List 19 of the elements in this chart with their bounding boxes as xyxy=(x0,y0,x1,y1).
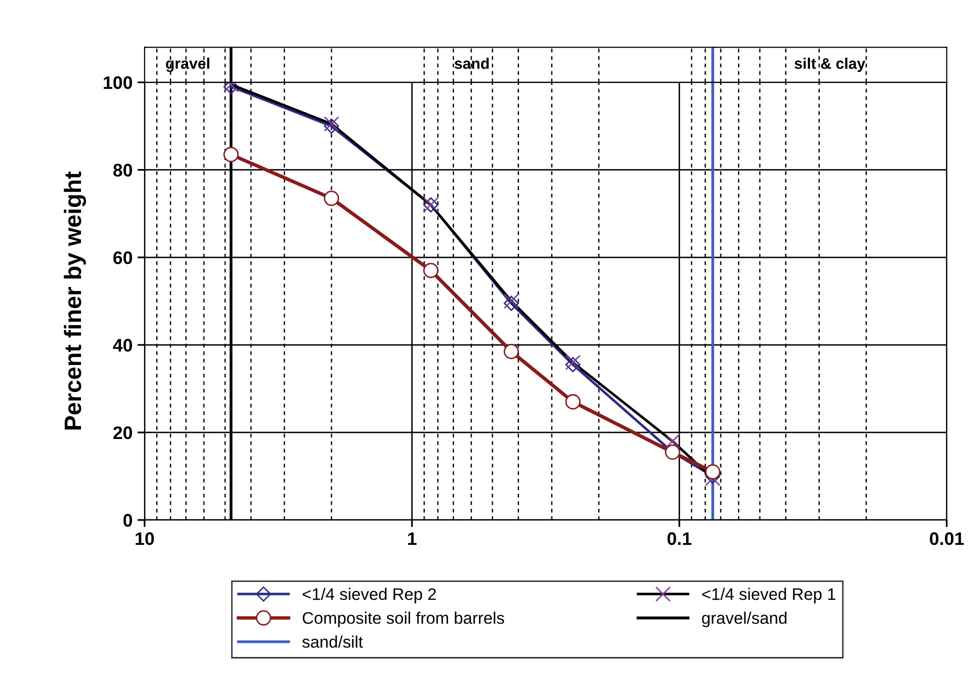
y-tick-label: 0 xyxy=(123,514,132,527)
y-tick-label: 80 xyxy=(113,164,132,177)
legend-label: sand/silt xyxy=(302,636,363,648)
y-tick-label: 20 xyxy=(113,426,132,440)
y-axis-title: Percent finer by weight xyxy=(64,172,86,430)
text: sand xyxy=(454,58,489,69)
y-tick-label: 60 xyxy=(113,251,132,264)
x-tick-label: 10 xyxy=(136,532,154,546)
y-tick-label: 40 xyxy=(112,338,132,352)
x-tick-label: 0.1 xyxy=(668,532,692,546)
legend-label: Composite soil from barrels xyxy=(302,612,504,628)
text: silt & clay xyxy=(794,58,866,72)
legend-label: <1/4 sieved Rep 2 xyxy=(302,588,436,604)
y-tick-label: 100 xyxy=(104,76,132,90)
legend-label: gravel/sand xyxy=(702,612,786,628)
text: gravel xyxy=(166,58,210,72)
x-tick-label: 1 xyxy=(408,532,416,545)
x-tick-label: 0.01 xyxy=(930,532,964,546)
legend-label: <1/4 sieved Rep 1 xyxy=(702,588,836,604)
